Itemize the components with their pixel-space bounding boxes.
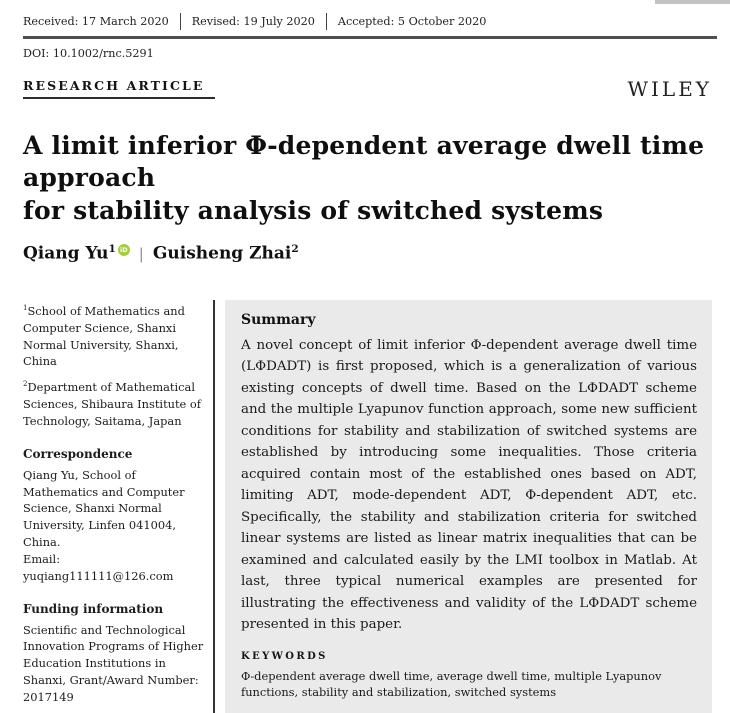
funding-body: Scientific and Technological Innovation … [23,622,204,705]
article-type-row: RESEARCH ARTICLE WILEY [23,78,712,99]
author-second-name: Guisheng Zhai [152,243,292,264]
title-line-2: for stability analysis of switched syste… [23,195,604,225]
author-list: Qiang Yu1 iD | Guisheng Zhai2 [23,243,712,264]
revised-date: Revised: 19 July 2020 [191,15,315,28]
header-rule [23,36,717,39]
author-first-affiliation-mark: 1 [108,243,116,256]
correspondence-body: Qiang Yu, School of Mathematics and Comp… [23,467,205,585]
affiliation-2-text: Department of Mathematical Sciences, Shi… [23,380,201,428]
orcid-icon: iD [117,244,130,257]
doi: DOI: 10.1002/rnc.5291 [23,46,154,60]
affiliation-1-mark: 1 [23,302,28,312]
funding-heading: Funding information [23,601,164,616]
correspondence-email: Email: yuqiang111111@126.com [23,552,174,583]
article-type-label: RESEARCH ARTICLE [23,78,215,99]
author-first: Qiang Yu1 [23,243,116,264]
author-second: Guisheng Zhai2 [153,243,299,264]
dates-divider [179,13,181,30]
page-title: A limit inferior Φ-dependent average dwe… [23,130,712,228]
wiley-logo: WILEY [627,76,712,101]
author-first-name: Qiang Yu [23,243,109,264]
author-separator: | [138,244,144,263]
received-date: Received: 17 March 2020 [23,15,169,28]
affiliation-2: 2Department of Mathematical Sciences, Sh… [23,379,205,430]
affiliation-1-text: School of Mathematics and Computer Scien… [23,303,185,369]
article-info-sidebar: 1School of Mathematics and Computer Scie… [23,300,205,713]
accepted-date: Accepted: 5 October 2020 [337,15,487,28]
affiliation-2-mark: 2 [23,379,28,389]
title-line-1: A limit inferior Φ-dependent average dwe… [23,130,705,193]
manuscript-dates-bar: Received: 17 March 2020 Revised: 19 July… [23,13,712,36]
column-divider [213,299,215,713]
affiliation-1: 1School of Mathematics and Computer Scie… [23,303,205,371]
correspondence-heading: Correspondence [23,446,133,461]
correspondence-address: Qiang Yu, School of Mathematics and Comp… [23,467,185,550]
viewport-edge-bar [655,0,730,4]
keywords-text: Φ-dependent average dwell time, average … [241,668,662,700]
summary-text: A novel concept of limit inferior Φ-depe… [241,337,697,633]
keywords-heading: KEYWORDS [241,650,328,662]
author-second-affiliation-mark: 2 [291,243,299,256]
two-column-section: 1School of Mathematics and Computer Scie… [23,299,712,713]
summary-box: Summary A novel concept of limit inferio… [225,299,712,713]
summary-heading: Summary [241,311,316,328]
dates-divider [325,13,327,30]
